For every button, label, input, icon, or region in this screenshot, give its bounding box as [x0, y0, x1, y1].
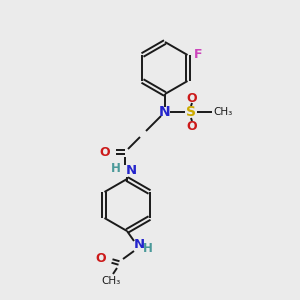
Text: CH₃: CH₃ — [213, 107, 232, 117]
Text: O: O — [99, 146, 110, 158]
Text: S: S — [186, 105, 196, 119]
Text: O: O — [187, 119, 197, 133]
Text: H: H — [111, 161, 121, 175]
Text: N: N — [126, 164, 137, 178]
Text: O: O — [187, 92, 197, 104]
Text: O: O — [95, 253, 106, 266]
Text: N: N — [159, 105, 171, 119]
Text: H: H — [143, 242, 153, 256]
Text: N: N — [134, 238, 145, 251]
Text: F: F — [194, 49, 202, 62]
Text: CH₃: CH₃ — [101, 276, 121, 286]
